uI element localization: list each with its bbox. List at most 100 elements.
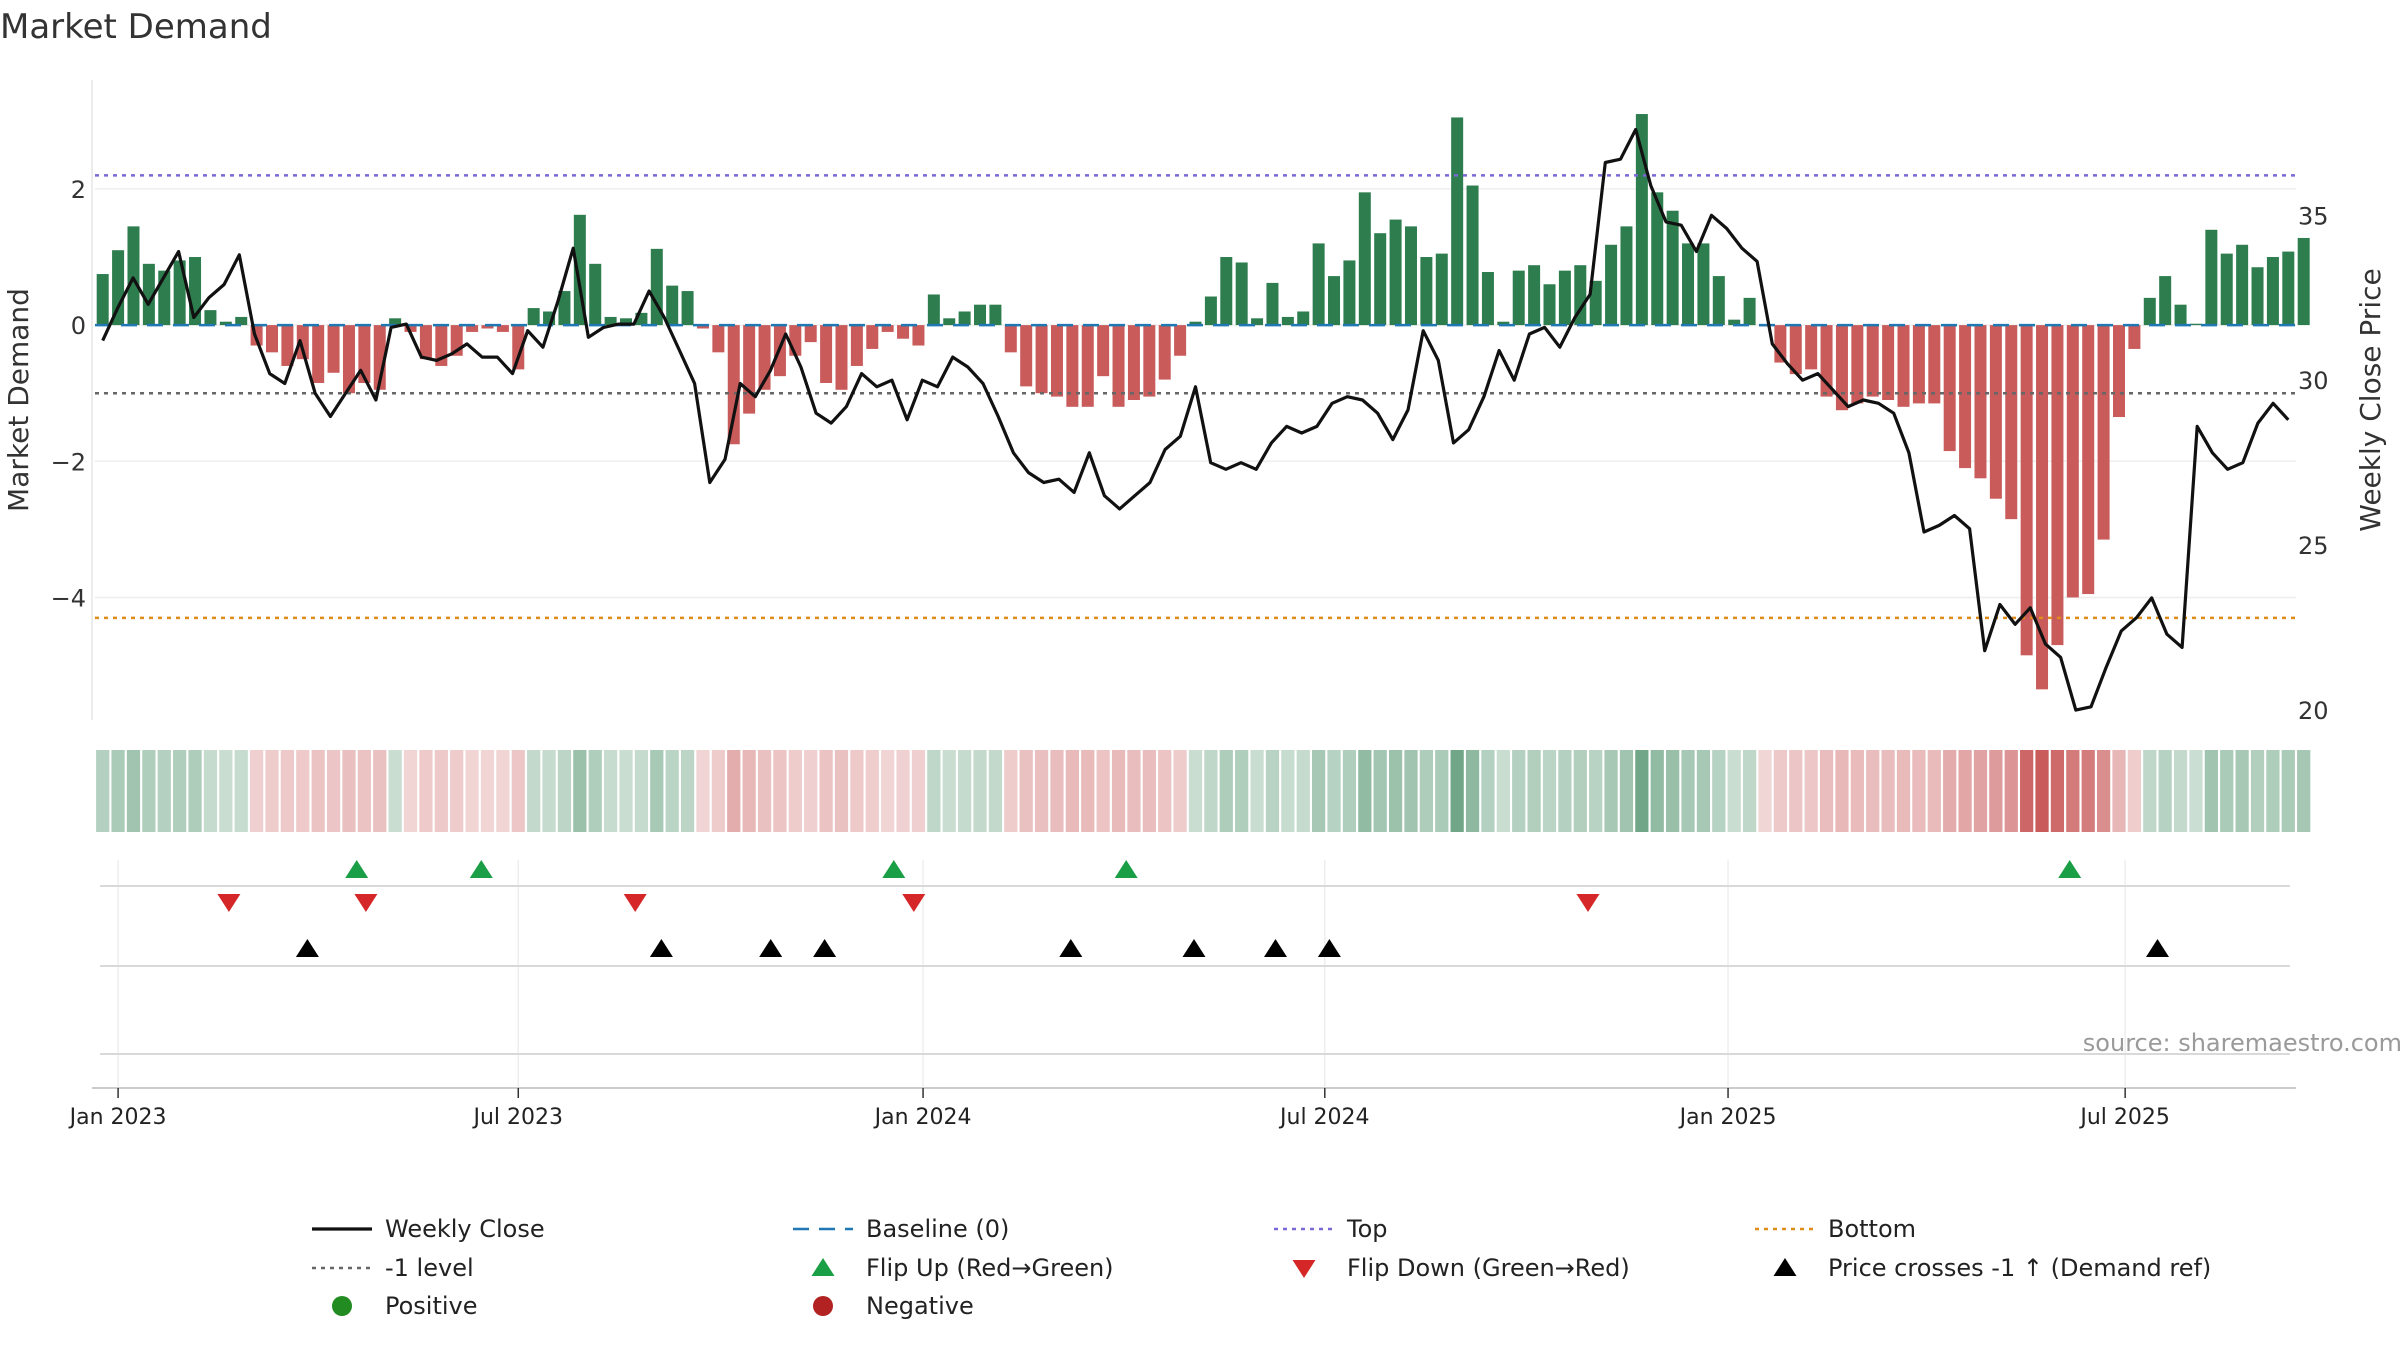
demand-bar — [142, 263, 155, 326]
legend-label: Flip Up (Red→Green) — [866, 1254, 1114, 1282]
demand-bar — [1743, 297, 1756, 326]
demand-bar — [1066, 325, 1079, 407]
demand-bar — [2005, 325, 2018, 520]
demand-bar — [835, 325, 848, 390]
heat-cell — [634, 750, 649, 832]
heat-cell — [1435, 750, 1449, 832]
demand-bar — [1805, 325, 1818, 370]
heat-cell — [865, 750, 879, 832]
heat-cell — [1850, 750, 1864, 832]
heat-cell — [1327, 750, 1341, 832]
demand-bar — [327, 325, 340, 373]
legend-label: Top — [1346, 1215, 1388, 1243]
demand-bar — [481, 325, 494, 329]
demand-bar — [666, 285, 679, 326]
y2-tick-label: 30 — [2298, 367, 2329, 395]
heat-cell — [2158, 750, 2172, 832]
cross-marker — [813, 939, 837, 957]
demand-bar — [1851, 325, 1864, 404]
heat-cell — [1404, 750, 1418, 832]
demand-bar — [620, 318, 633, 326]
heat-cell — [680, 750, 695, 832]
heat-cell — [1358, 750, 1372, 832]
legend: Weekly Close Baseline (0) Top Bottom -1 leve… — [312, 1215, 2211, 1320]
heat-cell — [834, 750, 849, 832]
heat-cell — [1158, 750, 1172, 832]
heat-cell — [1666, 750, 1680, 832]
cross-marker — [1264, 939, 1287, 957]
demand-bar — [681, 291, 694, 326]
demand-bar — [1943, 325, 1956, 452]
heat-cell — [1188, 750, 1203, 832]
heat-cell — [711, 750, 725, 832]
x-tick-label: Jul 2025 — [2078, 1105, 2170, 1130]
heat-cell — [357, 750, 371, 832]
demand-bar — [1050, 325, 1063, 397]
demand-bar — [2143, 297, 2156, 326]
heat-cell — [1789, 750, 1803, 832]
heat-cell — [1388, 750, 1403, 832]
legend-symbol — [1773, 1258, 1797, 1276]
heat-cell — [2266, 750, 2280, 832]
demand-bar — [312, 325, 325, 383]
heat-cell — [727, 750, 741, 832]
heat-cell — [1696, 750, 1711, 832]
demand-bar — [389, 318, 402, 326]
legend-label: Price crosses -1 ↑ (Demand ref) — [1828, 1254, 2211, 1282]
demand-bar — [1789, 325, 1802, 375]
y-tick-label: 0 — [71, 312, 86, 340]
demand-bar — [235, 316, 248, 326]
legend-label: Flip Down (Green→Red) — [1347, 1254, 1630, 1282]
heat-cell — [2143, 750, 2157, 832]
demand-bar — [2097, 325, 2110, 540]
heat-cell — [804, 750, 818, 832]
heat-cell — [1681, 750, 1695, 832]
right-y-ticks: 35 30 25 20 — [2298, 202, 2329, 725]
heat-cell — [1019, 750, 1033, 832]
heat-cell — [480, 750, 495, 832]
demand-bar — [466, 325, 479, 332]
heat-cell — [157, 750, 171, 832]
heat-cell — [650, 750, 664, 832]
heat-cell — [1450, 750, 1464, 832]
heat-cell — [588, 750, 602, 832]
flip-up-marker — [1114, 860, 1138, 878]
heat-cell — [219, 750, 233, 832]
heat-cell — [2204, 750, 2218, 832]
demand-bar — [1266, 282, 1279, 326]
heat-cell — [234, 750, 248, 832]
heat-cell — [2020, 750, 2034, 832]
heat-cell — [773, 750, 787, 832]
heat-cell — [1573, 750, 1587, 832]
heat-cell — [296, 750, 310, 832]
demand-bar — [2036, 325, 2049, 690]
heat-cell — [757, 750, 772, 832]
heat-cell — [2189, 750, 2203, 832]
heat-cell — [1650, 750, 1664, 832]
legend-symbol — [332, 1296, 352, 1316]
demand-bar — [1512, 270, 1525, 326]
y-axis-label: Market Demand — [2, 288, 35, 512]
heat-cell — [1127, 750, 1141, 832]
y2-tick-label: 35 — [2298, 202, 2329, 230]
cross-marker — [1317, 939, 1341, 957]
demand-bar — [1451, 117, 1464, 326]
demand-bar — [527, 308, 540, 326]
demand-bar — [1558, 270, 1571, 326]
demand-bar — [2189, 323, 2202, 326]
heat-cell — [1512, 750, 1526, 832]
demand-bar — [1127, 325, 1140, 400]
heat-cell — [1912, 750, 1926, 832]
heat-cell — [96, 750, 110, 832]
demand-bar — [1620, 226, 1633, 326]
demand-bar — [2282, 251, 2295, 326]
demand-bar — [2266, 257, 2279, 326]
heat-cell — [1235, 750, 1249, 832]
demand-bar — [1651, 192, 1664, 326]
heat-cell — [557, 750, 572, 832]
demand-bar — [1343, 260, 1356, 326]
demand-bar — [2174, 304, 2187, 326]
heat-cell — [1312, 750, 1326, 832]
heat-cell — [1265, 750, 1280, 832]
